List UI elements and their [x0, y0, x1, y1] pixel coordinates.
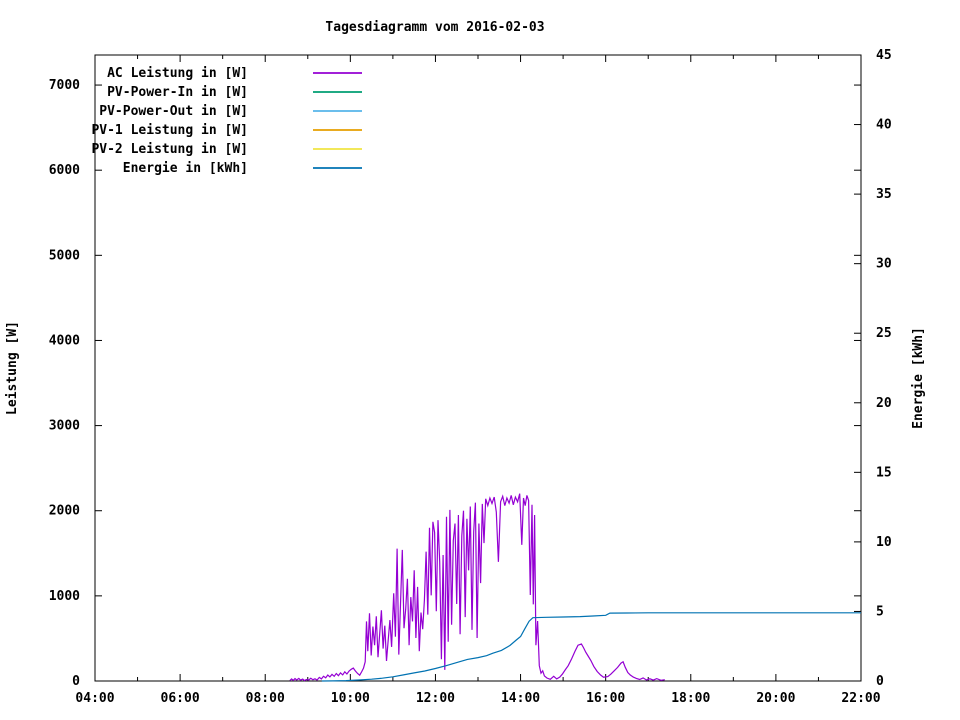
x-tick-label: 20:00	[756, 691, 795, 706]
x-tick-label: 16:00	[586, 691, 625, 706]
x-tick-label: 06:00	[161, 691, 200, 706]
legend-label: AC Leistung in [W]	[107, 66, 248, 81]
y-tick-label: 2000	[49, 504, 80, 519]
y2-tick-label: 10	[876, 535, 892, 550]
y-axis-label: Leistung [W]	[5, 321, 20, 415]
y2-tick-label: 40	[876, 118, 892, 133]
series-line-ac-leistung-in-w	[289, 493, 665, 682]
y2-tick-label: 0	[876, 674, 884, 689]
y2-tick-label: 45	[876, 48, 892, 63]
y-tick-label: 4000	[49, 333, 80, 348]
legend-label: PV-1 Leistung in [W]	[91, 123, 248, 138]
legend-label: PV-2 Leistung in [W]	[91, 142, 248, 157]
x-tick-label: 04:00	[75, 691, 114, 706]
y2-tick-label: 15	[876, 465, 892, 480]
x-tick-label: 12:00	[416, 691, 455, 706]
y-tick-label: 3000	[49, 419, 80, 434]
y2-tick-label: 5	[876, 604, 884, 619]
y2-axis-label: Energie [kWh]	[911, 327, 926, 429]
x-tick-label: 18:00	[671, 691, 710, 706]
legend-label: PV-Power-Out in [W]	[99, 104, 248, 119]
legend-label: PV-Power-In in [W]	[107, 85, 248, 100]
plot-area: 04:00 06:00 08:00 10:00 12:00 14:00 16:00 18:00…	[49, 48, 892, 706]
y-tick-label: 5000	[49, 248, 80, 263]
y2-tick-label: 35	[876, 187, 892, 202]
y-tick-label: 7000	[49, 78, 80, 93]
x-tick-label: 10:00	[331, 691, 370, 706]
y2-tick-label: 20	[876, 396, 892, 411]
y2-tick-label: 30	[876, 257, 892, 272]
series-line-energie-in-kwh	[321, 612, 861, 682]
legend-label: Energie in [kWh]	[123, 161, 248, 176]
y2-tick-label: 25	[876, 326, 892, 341]
chart-title: Tagesdiagramm vom 2016-02-03	[325, 20, 544, 35]
y-tick-label: 0	[72, 674, 80, 689]
y-tick-label: 1000	[49, 589, 80, 604]
x-tick-label: 08:00	[246, 691, 285, 706]
x-tick-label: 14:00	[501, 691, 540, 706]
y-tick-label: 6000	[49, 163, 80, 178]
x-tick-label: 22:00	[841, 691, 880, 706]
